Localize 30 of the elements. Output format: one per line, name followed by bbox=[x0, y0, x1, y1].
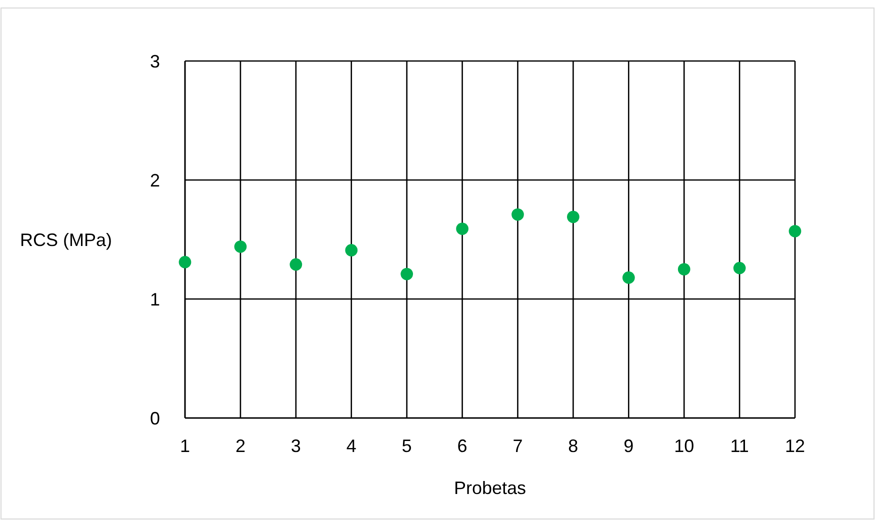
point bbox=[400, 268, 413, 280]
x-tick-label: 5 bbox=[402, 436, 412, 456]
point bbox=[788, 225, 802, 238]
point bbox=[178, 256, 192, 268]
point bbox=[622, 271, 635, 284]
y-axis-title: RCS (MPa) bbox=[20, 230, 112, 250]
point bbox=[678, 263, 690, 276]
point bbox=[512, 208, 524, 221]
y-tick-label: 2 bbox=[150, 170, 160, 190]
y-tick-label: 0 bbox=[150, 408, 160, 428]
y-tick-label: 3 bbox=[150, 51, 160, 72]
x-tick-label: 1 bbox=[180, 436, 190, 456]
x-tick-label: 2 bbox=[235, 436, 246, 456]
x-tick-label: 9 bbox=[624, 436, 634, 456]
x-tick-label: 6 bbox=[457, 436, 468, 456]
x-tick-label: 4 bbox=[346, 436, 356, 456]
x-tick-label: 11 bbox=[730, 436, 749, 456]
x-axis-title: Probetas bbox=[454, 478, 526, 498]
x-tick-label: 10 bbox=[674, 436, 694, 456]
x-tick-label: 7 bbox=[512, 436, 523, 456]
x-tick-label: 12 bbox=[784, 436, 806, 456]
point bbox=[567, 210, 580, 224]
point bbox=[290, 258, 302, 271]
point bbox=[345, 244, 358, 256]
x-tick-label: 8 bbox=[568, 436, 578, 456]
point bbox=[234, 240, 247, 253]
x-tick-label: 3 bbox=[290, 436, 301, 456]
point bbox=[456, 222, 468, 235]
y-tick-label: 1 bbox=[150, 289, 160, 310]
point bbox=[733, 262, 746, 274]
